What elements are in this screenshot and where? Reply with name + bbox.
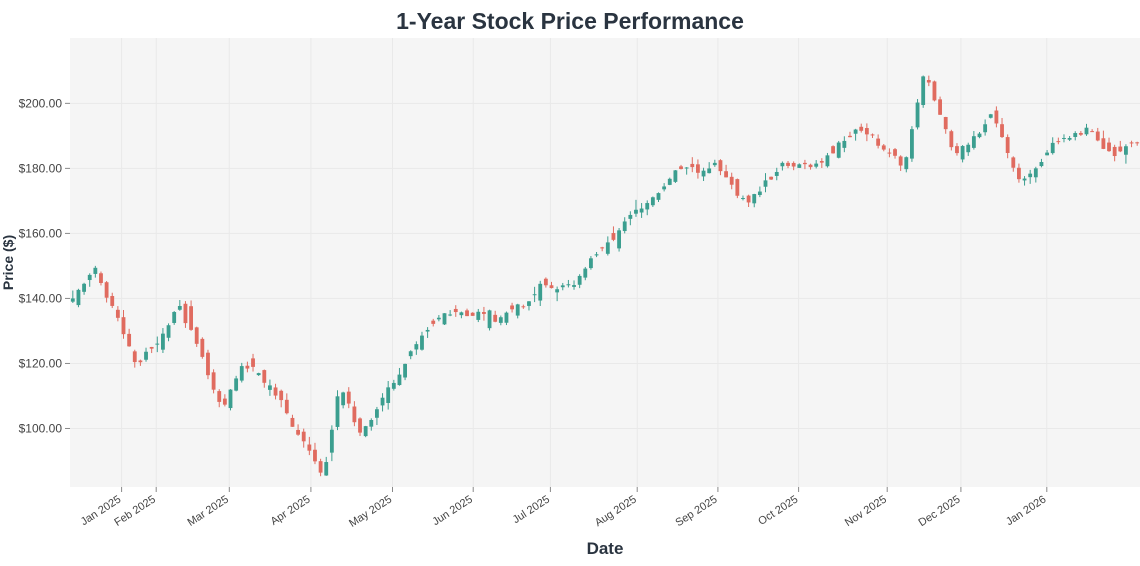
svg-text:Aug 2025: Aug 2025 xyxy=(593,493,639,529)
svg-text:May 2025: May 2025 xyxy=(347,493,394,529)
svg-text:Oct 2025: Oct 2025 xyxy=(756,493,800,527)
svg-text:Date: Date xyxy=(587,539,624,558)
svg-text:Nov 2025: Nov 2025 xyxy=(843,493,889,529)
svg-text:Jul 2025: Jul 2025 xyxy=(511,493,552,526)
svg-text:Dec 2025: Dec 2025 xyxy=(917,493,963,529)
svg-text:Mar 2025: Mar 2025 xyxy=(185,493,231,528)
svg-text:$100.00: $100.00 xyxy=(19,421,63,435)
svg-text:Jun 2025: Jun 2025 xyxy=(430,493,474,528)
svg-text:$200.00: $200.00 xyxy=(19,96,63,110)
svg-text:$160.00: $160.00 xyxy=(19,226,63,240)
svg-text:$140.00: $140.00 xyxy=(19,291,63,305)
svg-text:Price ($): Price ($) xyxy=(0,235,16,290)
svg-text:Sep 2025: Sep 2025 xyxy=(673,493,719,529)
svg-text:$180.00: $180.00 xyxy=(19,161,63,175)
svg-text:Jan 2026: Jan 2026 xyxy=(1004,493,1048,528)
svg-text:$120.00: $120.00 xyxy=(19,356,63,370)
svg-text:Apr 2025: Apr 2025 xyxy=(269,493,313,527)
